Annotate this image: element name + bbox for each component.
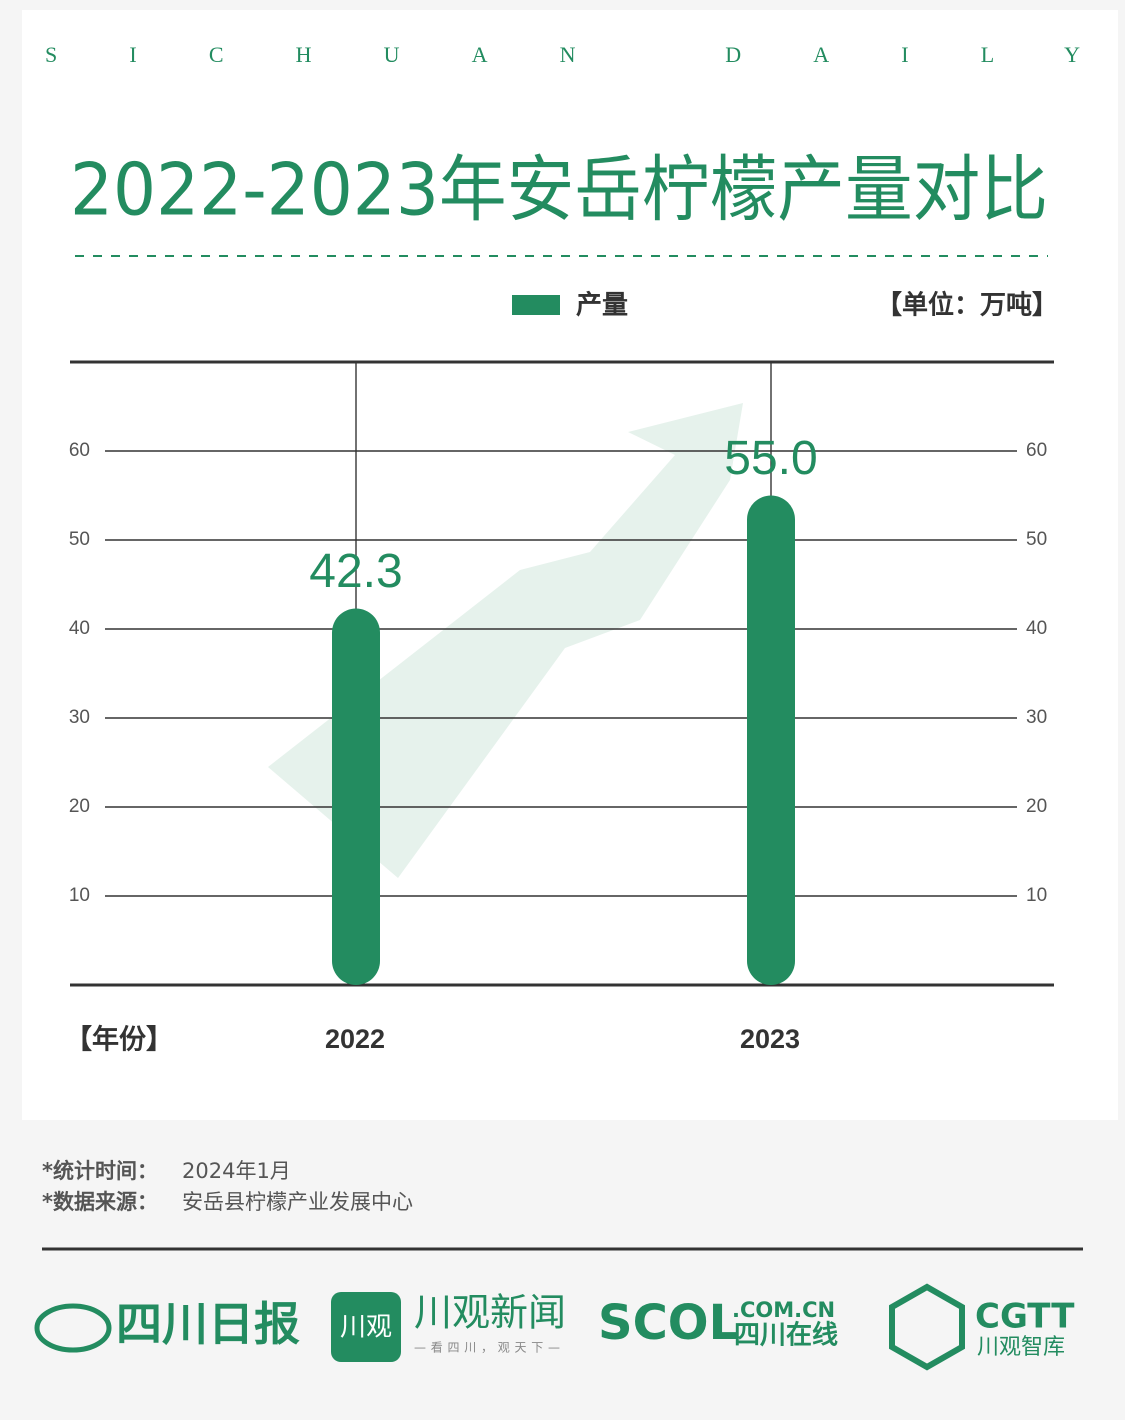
logo-text: 四川日报: [116, 1297, 300, 1351]
unit-label: 【单位：万吨】: [876, 290, 1058, 321]
y2-tick-label: 10: [1026, 885, 1047, 906]
bar: [332, 608, 380, 985]
legend-swatch: [512, 295, 560, 315]
plot: 10 10 20 20 30 30 40 40 50 50 60 60 42.3 55.0 2022 2023: [69, 360, 1054, 1054]
logo-slogan: —看四川，观天下—: [414, 1341, 560, 1355]
logo-icon-text: 川观: [340, 1313, 392, 1343]
logo-text: 川观智库: [977, 1335, 1065, 1360]
logo-text: 四川在线: [734, 1321, 838, 1351]
x-axis-label: 【年份】: [65, 1024, 173, 1056]
logo-icon: [331, 1292, 401, 1362]
note-label: *数据来源：: [42, 1190, 158, 1214]
legend-label: 产量: [576, 291, 628, 321]
y2-tick-label: 30: [1026, 707, 1047, 728]
logo-icon: [889, 1283, 965, 1371]
bar: [747, 495, 795, 985]
masthead: SICHUAN DAILY: [45, 42, 1080, 67]
logo-domain: .COM.CN: [732, 1298, 835, 1322]
trend-arrow: [268, 403, 743, 878]
value-label: 42.3: [309, 545, 402, 598]
y-tick-label: 40: [69, 618, 90, 639]
note-text: 安岳县柠檬产业发展中心: [182, 1190, 413, 1214]
x-tick-label: 2023: [740, 1024, 800, 1054]
logo-text: CGTT: [975, 1297, 1075, 1337]
value-label: 55.0: [724, 432, 817, 485]
y-tick-label: 50: [69, 529, 90, 550]
logo-text: 川观新闻: [414, 1291, 566, 1335]
y-tick-label: 20: [69, 796, 90, 817]
y2-tick-label: 60: [1026, 440, 1047, 461]
logo-text: SCOL: [598, 1295, 739, 1351]
y-tick-label: 60: [69, 440, 90, 461]
note-text: 2024年1月: [182, 1159, 291, 1183]
y2-tick-label: 20: [1026, 796, 1047, 817]
y2-tick-label: 50: [1026, 529, 1047, 550]
y-tick-label: 10: [69, 885, 90, 906]
logo-icon: [34, 1303, 112, 1353]
chart-title: 2022-2023年安岳柠檬产量对比: [70, 148, 1048, 232]
x-tick-label: 2022: [325, 1024, 385, 1054]
y2-tick-label: 40: [1026, 618, 1047, 639]
y-tick-label: 30: [69, 707, 90, 728]
note-label: *统计时间：: [42, 1159, 158, 1183]
